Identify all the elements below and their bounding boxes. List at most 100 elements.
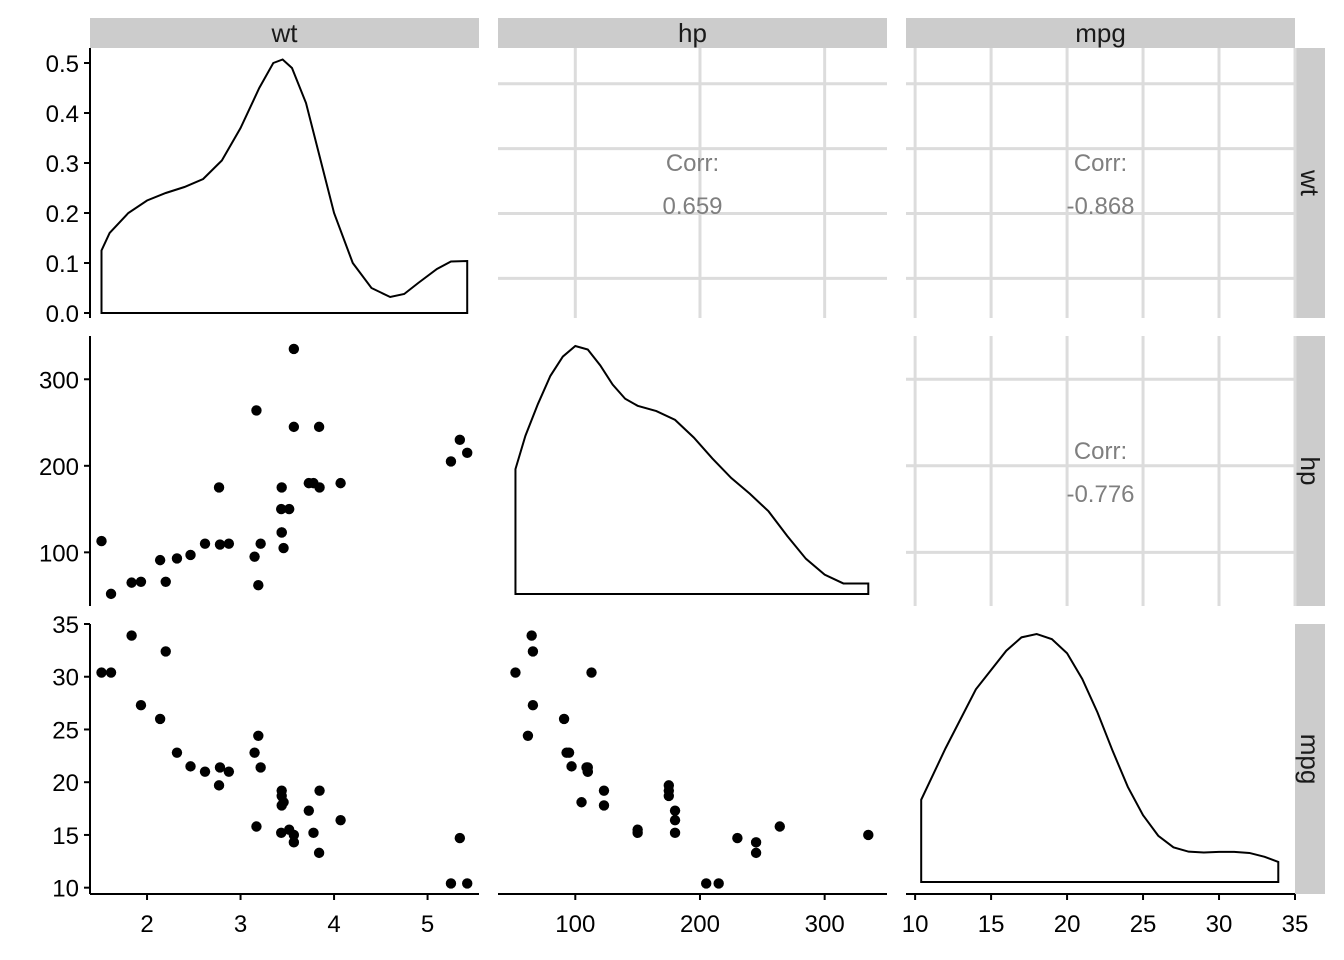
point-wt-hp — [171, 553, 183, 564]
strip-row-label-wt: wt — [1295, 169, 1325, 197]
point-wt-hp — [213, 482, 225, 493]
point-wt-mpg — [303, 805, 315, 816]
point-wt-hp — [255, 538, 266, 549]
y-tick-label-wt: 0.3 — [46, 151, 79, 178]
point-wt-mpg — [126, 630, 137, 641]
x-tick-label-mpg: 30 — [1206, 911, 1233, 938]
point-wt-mpg — [276, 827, 287, 839]
strip-col-label-hp: hp — [678, 18, 707, 48]
strip-col-mpg — [906, 18, 1295, 48]
point-hp-mpg — [576, 797, 587, 808]
point-wt-mpg — [135, 700, 147, 711]
point-hp-mpg — [663, 780, 675, 791]
point-wt-hp — [251, 405, 262, 416]
x-tick-label-mpg: 15 — [978, 911, 1005, 938]
point-wt-hp — [105, 588, 117, 600]
x-tick-label-wt: 5 — [421, 911, 434, 938]
point-hp-mpg — [863, 829, 874, 841]
point-hp-mpg — [566, 761, 577, 772]
point-wt-hp — [276, 527, 287, 538]
x-tick-label-hp: 100 — [555, 911, 595, 938]
point-hp-mpg — [598, 785, 610, 796]
point-wt-mpg — [199, 766, 211, 777]
strip-row-label-mpg: mpg — [1295, 734, 1325, 785]
x-tick-label-wt: 2 — [140, 911, 153, 938]
point-hp-mpg — [598, 800, 610, 811]
point-hp-mpg — [713, 878, 724, 889]
point-hp-mpg — [669, 805, 681, 816]
corr-label-mpg-wt: Corr: — [1074, 150, 1127, 177]
point-wt-mpg — [255, 762, 266, 773]
point-wt-mpg — [313, 847, 325, 859]
point-wt-hp — [160, 576, 171, 587]
x-tick-label-mpg: 20 — [1054, 911, 1081, 938]
density-curve-hp — [514, 344, 870, 595]
y-tick-label-hp: 200 — [39, 454, 79, 481]
point-hp-mpg — [522, 730, 534, 741]
y-tick-label-mpg: 10 — [52, 876, 79, 903]
point-wt-mpg — [185, 761, 196, 772]
corr-value-mpg-wt: -0.868 — [1066, 193, 1134, 220]
strip-row-wt — [1295, 48, 1325, 318]
x-tick-label-wt: 3 — [234, 911, 247, 938]
strip-col-hp — [498, 18, 887, 48]
strip-row-label-hp: hp — [1295, 457, 1325, 486]
y-tick-label-hp: 100 — [39, 540, 79, 567]
point-wt-mpg — [171, 747, 183, 758]
point-wt-hp — [313, 421, 325, 433]
y-tick-label-mpg: 15 — [52, 823, 79, 850]
point-wt-mpg — [276, 785, 287, 796]
x-tick-label-hp: 200 — [680, 911, 720, 938]
y-tick-label-mpg: 35 — [52, 612, 79, 639]
point-wt-hp — [223, 538, 235, 549]
y-tick-label-wt: 0.0 — [46, 301, 79, 328]
x-tick-label-mpg: 35 — [1282, 911, 1309, 938]
point-wt-mpg — [288, 837, 300, 848]
point-wt-mpg — [276, 800, 287, 811]
point-wt-mpg — [214, 762, 226, 773]
x-tick-label-mpg: 25 — [1130, 911, 1157, 938]
point-wt-hp — [335, 477, 346, 489]
x-tick-label-mpg: 10 — [902, 911, 929, 938]
point-wt-mpg — [253, 730, 264, 741]
point-hp-mpg — [750, 837, 762, 848]
point-wt-hp — [135, 576, 147, 587]
point-hp-mpg — [669, 814, 681, 826]
point-wt-hp — [283, 503, 295, 515]
density-curve-wt — [100, 58, 469, 314]
density-curve-mpg — [920, 632, 1280, 883]
point-hp-mpg — [558, 713, 570, 725]
point-hp-mpg — [586, 667, 597, 678]
point-wt-mpg — [462, 878, 473, 889]
point-wt-mpg — [105, 667, 117, 678]
point-hp-mpg — [527, 646, 539, 657]
corr-value-hp-wt: 0.659 — [662, 193, 722, 220]
point-hp-mpg — [632, 827, 643, 839]
y-tick-label-wt: 0.4 — [46, 101, 79, 128]
corr-value-mpg-hp: -0.776 — [1066, 481, 1134, 508]
point-hp-mpg — [563, 747, 575, 758]
x-tick-label-hp: 300 — [805, 911, 845, 938]
point-hp-mpg — [774, 821, 785, 832]
point-wt-hp — [214, 539, 226, 550]
point-wt-hp — [276, 503, 287, 515]
point-wt-mpg — [213, 780, 225, 791]
strip-row-mpg — [1295, 624, 1325, 894]
corr-label-mpg-hp: Corr: — [1074, 438, 1127, 465]
point-hp-mpg — [750, 847, 762, 859]
strip-row-hp — [1295, 336, 1325, 606]
point-wt-mpg — [223, 766, 235, 777]
point-wt-hp — [154, 554, 166, 566]
point-wt-hp — [288, 343, 300, 355]
point-hp-mpg — [527, 700, 539, 711]
strip-col-wt — [90, 18, 479, 48]
point-wt-hp — [278, 542, 289, 554]
point-wt-hp — [445, 456, 457, 467]
y-tick-label-wt: 0.1 — [46, 251, 79, 278]
point-wt-mpg — [249, 747, 260, 758]
y-tick-label-wt: 0.5 — [46, 51, 79, 78]
point-hp-mpg — [510, 667, 521, 678]
point-wt-mpg — [308, 827, 319, 839]
x-tick-label-wt: 4 — [327, 911, 340, 938]
point-wt-mpg — [314, 785, 325, 796]
